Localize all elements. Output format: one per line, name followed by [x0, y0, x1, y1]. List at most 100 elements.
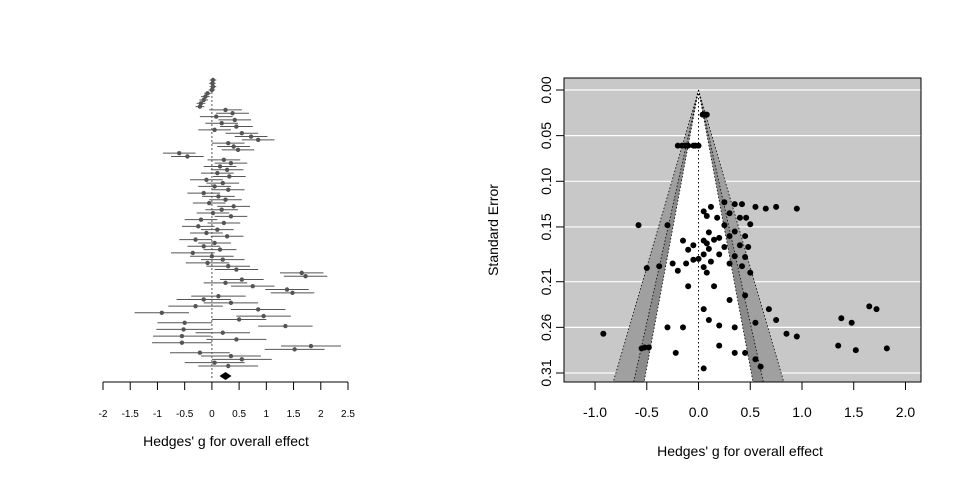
funnel-boundary-lines [612, 89, 785, 383]
study-point [250, 283, 255, 289]
study-point [700, 264, 707, 271]
x-tick-label: 1.5 [287, 409, 301, 420]
study-point [726, 210, 733, 217]
y-tick-label: 0.26 [538, 314, 554, 341]
y-tick-label: 0.00 [538, 76, 554, 103]
study-point [738, 201, 745, 208]
study-point [209, 254, 215, 259]
study-point [685, 246, 692, 253]
study-point [705, 317, 712, 324]
study-point [716, 251, 723, 258]
study-point [224, 234, 230, 239]
study-point [220, 330, 225, 335]
study-point [226, 264, 231, 269]
study-point [221, 157, 227, 163]
study-point [757, 363, 764, 370]
study-point [216, 293, 221, 299]
study-point [765, 306, 772, 313]
study-point [255, 307, 261, 312]
study-point [228, 160, 234, 166]
study-point [204, 177, 209, 182]
x-axis-ticks: -1.0 -0.5 0.0 0.5 1.0 1.5 2.0 [583, 382, 915, 420]
study-point [217, 247, 223, 252]
study-point [690, 256, 697, 263]
study-point [223, 107, 228, 113]
study-point [699, 111, 706, 118]
study-point [638, 345, 645, 352]
funnel-region [644, 90, 753, 382]
study-point [226, 363, 231, 369]
study-point [234, 267, 239, 272]
study-point [224, 167, 230, 172]
study-point [212, 360, 217, 365]
study-point [705, 229, 712, 236]
study-point [198, 217, 204, 222]
study-point [747, 269, 754, 276]
forest-plot: -2 -1.5 -1 -0.5 0 0.5 1 1.5 2 2.5 Hedges' g for o… [99, 77, 355, 449]
study-point [177, 150, 182, 156]
study-point [198, 101, 204, 106]
study-point [793, 205, 800, 212]
funnel-plot: -1.0 -0.5 0.0 0.5 1.0 1.5 2.0 0.00 0.05 0.10 0.15… [485, 76, 922, 459]
study-point [773, 317, 780, 324]
study-point [762, 205, 769, 212]
study-point [210, 81, 215, 86]
study-point [212, 240, 217, 246]
study-point [747, 221, 754, 228]
y-tick-label: 0.10 [538, 167, 554, 194]
study-point [714, 214, 721, 221]
study-point [228, 300, 234, 306]
study-point [239, 277, 245, 282]
study-point [707, 203, 714, 210]
study-point [731, 253, 738, 260]
study-point [231, 204, 236, 209]
study-point [203, 94, 208, 99]
study-point [683, 260, 690, 267]
study-point [700, 251, 707, 258]
study-point [210, 77, 216, 83]
study-point [736, 242, 743, 249]
study-point [223, 280, 228, 286]
study-point [201, 97, 206, 103]
study-point [179, 340, 185, 345]
study-point [179, 333, 185, 339]
study-point [206, 200, 212, 206]
study-point [703, 212, 710, 219]
study-point [216, 194, 221, 199]
x-tick-label: -0.5 [176, 409, 194, 420]
study-point [731, 201, 738, 208]
y-tick-label: 0.21 [538, 268, 554, 295]
study-point [236, 317, 242, 322]
study-point [726, 233, 733, 240]
study-point [205, 91, 210, 96]
study-point [214, 114, 219, 119]
x-tick-label: 0.0 [689, 404, 709, 420]
study-point [205, 260, 210, 266]
study-points [600, 111, 890, 372]
study-point [752, 203, 759, 210]
study-point [711, 283, 718, 290]
y-axis-ticks: 0.00 0.05 0.10 0.15 0.21 0.26 0.31 [538, 76, 564, 387]
study-point [212, 184, 217, 189]
study-point [848, 319, 855, 326]
forest-study-rows [134, 77, 341, 369]
study-point [231, 144, 236, 149]
study-point [711, 236, 718, 243]
study-point [201, 297, 206, 302]
study-point [227, 174, 232, 179]
study-point [674, 267, 681, 274]
x-axis-title: Hedges' g for overall effect [657, 443, 823, 459]
study-point [217, 164, 223, 169]
study-point [690, 242, 697, 249]
study-point [210, 210, 216, 216]
study-point [204, 230, 209, 236]
study-point [308, 343, 314, 349]
study-point [201, 244, 206, 249]
study-point [866, 303, 873, 310]
study-point [731, 324, 738, 331]
x-tick-label: -1 [153, 409, 162, 420]
study-point [219, 207, 224, 212]
study-point [261, 313, 266, 319]
study-point [773, 203, 780, 210]
study-point [703, 240, 710, 247]
